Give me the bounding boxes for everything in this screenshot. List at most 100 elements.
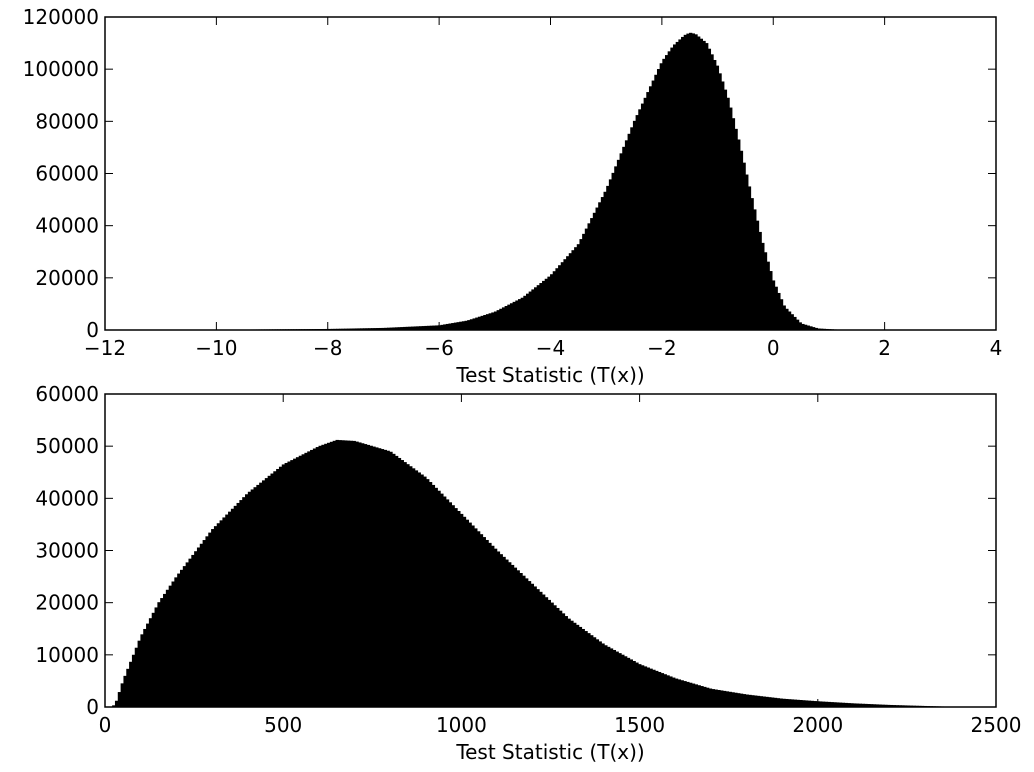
bottom-histogram-bar (245, 494, 249, 707)
bottom-histogram-bar (725, 691, 730, 707)
top-histogram-bar (381, 327, 385, 330)
top-histogram-bar (646, 92, 650, 330)
bottom-histogram-bar (493, 548, 498, 707)
bottom-histogram-bar (765, 696, 769, 707)
bottom-histogram-bar (267, 475, 272, 707)
top-histogram-bar (448, 323, 452, 330)
bottom-histogram-bar (177, 573, 181, 707)
bottom-histogram-bar (592, 637, 597, 707)
top-histogram-bar (814, 327, 818, 330)
top-histogram-bar (472, 318, 476, 330)
top-histogram-bar (664, 55, 669, 330)
bottom-histogram-bar (414, 470, 419, 707)
top-x-tick-label: 0 (767, 336, 780, 360)
top-histogram-bar (790, 314, 794, 330)
bottom-histogram-bar (717, 689, 721, 707)
bottom-histogram-bar (273, 471, 277, 707)
bottom-x-tick-label: 2000 (792, 713, 843, 737)
bottom-histogram-bar (878, 704, 882, 707)
bottom-histogram-bars (112, 439, 961, 707)
bottom-histogram-bar (598, 641, 602, 707)
bottom-histogram-bar (833, 702, 837, 707)
bottom-histogram-bar (649, 668, 653, 707)
top-histogram-bar (477, 316, 482, 330)
top-histogram-bar (761, 242, 765, 330)
top-histogram-bar (491, 312, 495, 330)
top-histogram-bar (782, 305, 786, 330)
bottom-histogram-bar (638, 664, 642, 707)
bottom-histogram-bar (442, 496, 447, 707)
bottom-histogram-bar (711, 689, 715, 707)
top-x-tick-label: −4 (536, 336, 565, 360)
top-histogram-bar (536, 285, 540, 330)
top-histogram-bar (667, 51, 671, 330)
bottom-histogram-bar (352, 440, 356, 707)
top-histogram-bar (403, 326, 407, 330)
bottom-histogram-bar (462, 516, 467, 707)
top-histogram-bar (640, 103, 645, 330)
top-histogram-bar (662, 58, 666, 331)
top-x-tick-label: −6 (424, 336, 453, 360)
bottom-histogram-bar (242, 497, 246, 707)
bottom-histogram-bar (485, 539, 489, 707)
top-x-tick-label: −2 (647, 336, 676, 360)
bottom-x-tick-label: 1000 (436, 713, 487, 737)
bottom-x-axis-label: Test Statistic (T(x)) (455, 740, 644, 764)
bottom-histogram-bar (669, 676, 673, 707)
bottom-histogram-bar (581, 628, 585, 707)
top-histogram-bar (550, 274, 554, 330)
top-histogram-bar (777, 292, 781, 330)
bottom-histogram-bar (448, 502, 453, 707)
bottom-histogram-bar (841, 702, 846, 707)
bottom-histogram-bar (377, 448, 382, 707)
bottom-histogram-bar (722, 690, 727, 707)
bottom-histogram-bar (205, 536, 209, 707)
bottom-histogram-bar (748, 694, 752, 707)
bottom-histogram-bar (202, 540, 207, 707)
bottom-histogram-bar (892, 705, 896, 707)
bottom-x-tick-label: 1500 (614, 713, 665, 737)
top-histogram-bar (739, 150, 744, 330)
bottom-histogram-bar (847, 703, 851, 707)
top-histogram-bar (763, 252, 768, 330)
top-histogram-bar (683, 34, 687, 331)
bottom-histogram-bar (327, 442, 331, 707)
bottom-histogram-bar (505, 559, 509, 707)
bottom-histogram-bar (191, 554, 195, 707)
top-histogram-bar (566, 256, 570, 330)
bottom-histogram-bar (510, 564, 515, 707)
bottom-histogram-bar (830, 702, 834, 707)
top-histogram-bar (769, 271, 773, 330)
top-histogram-bar (424, 325, 428, 330)
bottom-histogram-bar (188, 558, 192, 707)
top-histogram-bar (496, 310, 500, 330)
bottom-histogram-bar (146, 623, 150, 707)
top-histogram-bar (710, 54, 714, 330)
bottom-histogram-bar (875, 704, 879, 707)
top-histogram-bar (678, 39, 682, 331)
top-histogram-bar (357, 328, 361, 330)
top-histogram-bar (635, 115, 639, 330)
bottom-histogram-bar (114, 700, 119, 707)
top-histogram-bar (504, 306, 508, 330)
bottom-histogram-bar (346, 440, 351, 707)
bottom-histogram-bar (618, 653, 622, 707)
top-histogram-bar (705, 43, 709, 330)
top-histogram-bar (619, 153, 623, 330)
top-histogram-bar (365, 328, 369, 330)
bottom-histogram-bar (310, 449, 314, 707)
top-histogram-bar (624, 140, 629, 330)
top-histogram-bar (606, 185, 610, 330)
bottom-histogram-bar (762, 696, 766, 707)
bottom-y-tick-label: 10000 (35, 643, 99, 667)
bottom-histogram-bar (287, 461, 291, 707)
top-histogram-bars (141, 32, 936, 331)
bottom-histogram-bar (213, 526, 218, 707)
bottom-histogram-bar (799, 700, 803, 707)
bottom-histogram-bar (796, 699, 800, 707)
bottom-histogram-bar (660, 673, 665, 707)
top-histogram-bar (435, 325, 439, 330)
bottom-histogram-bar (360, 443, 365, 707)
bottom-histogram-bar (530, 583, 535, 707)
bottom-histogram-bar (522, 575, 526, 707)
